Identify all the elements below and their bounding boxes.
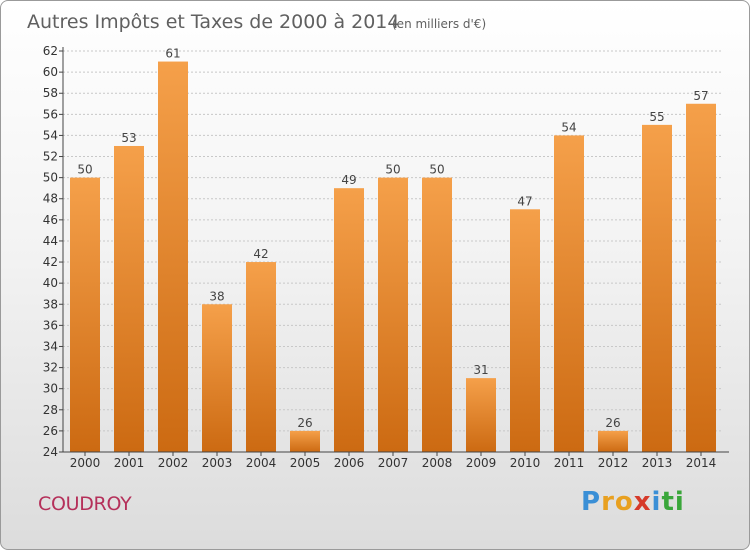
logo-letter: r [601,487,615,517]
y-tick-label: 60 [43,65,58,79]
y-tick-label: 30 [43,382,58,396]
logo-letter: o [614,487,634,517]
x-tick-label: 2004 [246,456,277,470]
bar [510,209,540,452]
y-tick-label: 48 [43,192,58,206]
data-label: 55 [649,110,664,124]
y-tick-label: 40 [43,276,58,290]
bar [598,430,628,452]
data-label: 38 [209,289,224,303]
bar [114,145,144,452]
bar [686,103,716,453]
x-tick-label: 2009 [466,456,497,470]
y-tick-label: 26 [43,424,58,438]
logo-letter: i [674,487,685,517]
data-label: 50 [385,163,400,177]
y-tick-label: 56 [43,107,58,121]
x-tick-label: 2005 [290,456,321,470]
data-label: 42 [253,247,268,261]
data-label: 54 [561,120,576,134]
x-tick-label: 2001 [114,456,145,470]
bar [158,61,188,452]
logo-letter: t [661,487,675,517]
data-label: 53 [121,131,136,145]
y-tick-label: 52 [43,150,58,164]
y-tick-label: 50 [43,171,58,185]
logo-letter: i [651,487,662,517]
bar [554,135,584,452]
bar [466,378,496,452]
x-tick-label: 2000 [70,456,101,470]
x-tick-label: 2010 [510,456,541,470]
logo-letter: P [581,487,602,517]
bar [378,177,408,452]
bar-layer [70,61,716,453]
y-tick-label: 42 [43,255,58,269]
x-tick-label: 2011 [554,456,585,470]
label-layer: 50 53 61 38 42 26 49 50 50 31 47 54 26 55 57 [77,47,708,430]
x-tick-label: 2012 [598,456,629,470]
y-tick-label: 28 [43,403,58,417]
proxiti-logo: Proxiti [581,487,685,517]
y-tick-label: 62 [43,44,58,58]
data-label: 49 [341,173,356,187]
axis-layer: 24 26 28 30 32 34 36 38 40 42 44 46 48 50 52 54 56 58 60 62… [43,44,729,470]
bar [202,304,232,452]
bar [290,430,320,452]
y-tick-label: 44 [43,234,58,248]
y-tick-label: 34 [43,339,58,353]
y-tick-label: 38 [43,297,58,311]
x-tick-label: 2007 [378,456,409,470]
chart-unit: (en milliers d'€) [392,17,486,31]
y-tick-label: 46 [43,213,58,227]
data-label: 31 [473,363,488,377]
data-label: 57 [693,89,708,103]
chart-title: Autres Impôts et Taxes de 2000 à 2014 [27,11,400,33]
y-tick-label: 58 [43,86,58,100]
x-tick-label: 2003 [202,456,233,470]
data-label: 61 [165,47,180,61]
data-label: 47 [517,194,532,208]
bar [70,177,100,452]
bar [642,124,672,453]
bar [334,188,364,452]
commune-name: COUDROY [38,493,132,515]
data-label: 26 [297,416,312,430]
x-tick-label: 2013 [642,456,673,470]
bar [246,262,276,452]
y-tick-label: 54 [43,128,58,142]
x-tick-label: 2002 [158,456,189,470]
data-label: 50 [77,163,92,177]
logo-letter: x [633,487,652,517]
y-tick-label: 36 [43,318,58,332]
x-tick-label: 2014 [686,456,717,470]
y-tick-label: 32 [43,361,58,375]
data-label: 50 [429,163,444,177]
x-tick-label: 2008 [422,456,453,470]
bar [422,177,452,452]
x-tick-label: 2006 [334,456,365,470]
y-tick-label: 24 [43,445,58,459]
data-label: 26 [605,416,620,430]
